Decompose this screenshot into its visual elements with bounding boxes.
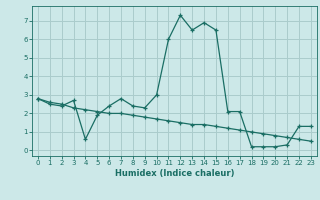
X-axis label: Humidex (Indice chaleur): Humidex (Indice chaleur) (115, 169, 234, 178)
